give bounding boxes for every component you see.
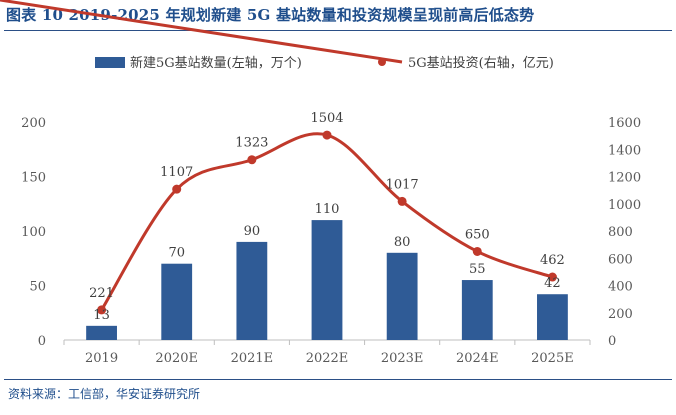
y-right-tick-label: 1200: [608, 171, 641, 186]
y-right-tick-label: 200: [608, 307, 633, 322]
legend: 新建5G基站数量(左轴，万个) 5G基站投资(右轴，亿元): [0, 0, 554, 71]
line-point: [322, 130, 332, 140]
y-right-tick-label: 0: [608, 334, 616, 349]
bar: [537, 294, 568, 340]
x-tick-label: 2024E: [456, 351, 499, 366]
x-tick-label: 2023E: [381, 351, 424, 366]
line-value-label: 1504: [310, 111, 343, 126]
data-labels: 13 70 90 110 80 55 42 221 1107 1323 1504 1017 650 462: [89, 111, 565, 323]
bar-series: [86, 220, 568, 340]
chart-title: 图表 10 2019-2025 年规划新建 5G 基站数量和投资规模呈现前高后低…: [6, 6, 535, 24]
line-point: [397, 196, 407, 206]
bar-value-label: 80: [394, 235, 411, 250]
bar: [161, 263, 193, 340]
y-left-tick-label: 100: [21, 225, 46, 240]
bar-value-label: 110: [315, 202, 340, 217]
y-right-tick-label: 1400: [608, 143, 641, 158]
x-tick-label: 2025E: [531, 351, 574, 366]
line-value-label: 650: [465, 227, 490, 242]
axes: 2019 2020E 2021E 2022E 2023E 2024E 2025E 0 50 100…: [21, 116, 641, 366]
line-value-label: 1017: [386, 177, 419, 192]
bar-value-label: 55: [469, 262, 486, 277]
legend-bar-label: 新建5G基站数量(左轴，万个): [130, 55, 302, 71]
source-note: 资料来源：工信部，华安证券研究所: [8, 387, 201, 401]
bar-value-label: 13: [93, 308, 110, 323]
bar: [236, 241, 268, 340]
bar: [86, 325, 117, 340]
x-tick-label: 2021E: [231, 351, 274, 366]
bar: [311, 220, 343, 340]
line-point: [472, 246, 482, 256]
bar-value-label: 90: [244, 224, 261, 239]
legend-line-swatch: [0, 0, 403, 64]
line-value-label: 462: [540, 253, 565, 268]
y-right-tick-label: 800: [608, 225, 633, 240]
y-left-tick-label: 50: [29, 280, 46, 295]
legend-line-marker: [378, 58, 386, 66]
bar: [461, 280, 493, 340]
bar-value-label: 70: [168, 246, 185, 261]
source-rule: [4, 379, 672, 380]
legend-bar-swatch: [95, 57, 125, 68]
line-point: [172, 184, 182, 194]
line-point: [247, 155, 257, 165]
y-left-tick-label: 200: [21, 116, 46, 131]
title-rule: [4, 30, 672, 31]
y-left-tick-label: 0: [38, 334, 46, 349]
x-tick-label: 2019: [85, 351, 118, 366]
line-value-label: 1323: [235, 136, 268, 151]
line-point: [547, 272, 557, 282]
y-right-tick-label: 400: [608, 280, 633, 295]
line-value-label: 1107: [160, 165, 193, 180]
x-tick-label: 2020E: [155, 351, 198, 366]
line-value-label: 221: [89, 286, 114, 301]
y-right-tick-label: 1000: [608, 198, 641, 213]
line-point: [97, 305, 107, 315]
y-left-tick-label: 150: [21, 171, 46, 186]
x-tick-label: 2022E: [306, 351, 349, 366]
combo-chart: 新建5G基站数量(左轴，万个) 5G基站投资(右轴，亿元) 2019 2020E 2…: [0, 0, 641, 366]
y-right-tick-label: 1600: [608, 116, 641, 131]
line-series: [97, 130, 557, 315]
bar-value-label: 42: [544, 276, 561, 291]
bar: [386, 252, 418, 340]
y-right-tick-label: 600: [608, 252, 633, 267]
legend-line-label: 5G基站投资(右轴，亿元): [408, 55, 554, 71]
